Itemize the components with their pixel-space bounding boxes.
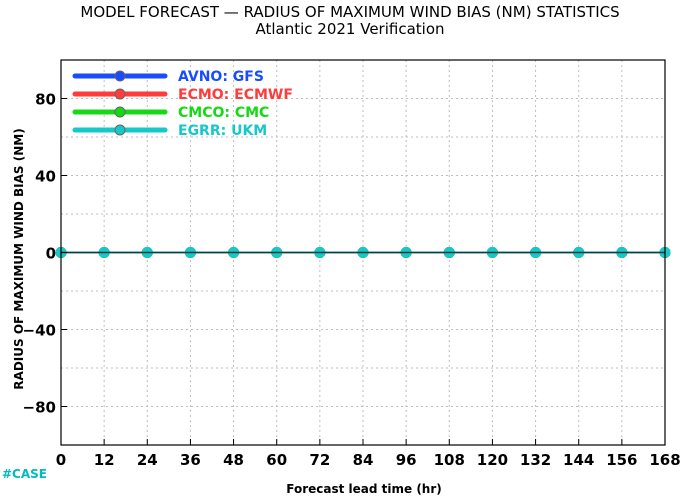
- x-tick-label: 108: [434, 451, 465, 469]
- legend-marker: [114, 70, 126, 82]
- axis-ticks: 0 12 24 36 48 60 72 84 96 108 120 132 144 156 168 80 40 0…: [23, 91, 681, 470]
- x-tick-label: 84: [353, 451, 374, 469]
- legend-marker: [114, 88, 126, 100]
- chart-subtitle: Atlantic 2021 Verification: [255, 20, 444, 38]
- x-tick-label: 12: [94, 451, 115, 469]
- y-axis-label: RADIUS OF MAXIMUM WIND BIAS (NM): [12, 128, 26, 389]
- grid: [61, 60, 665, 445]
- legend-marker: [114, 106, 126, 118]
- x-tick-label: 156: [606, 451, 637, 469]
- legend-label: AVNO: GFS: [178, 69, 264, 85]
- chart-title: MODEL FORECAST — RADIUS OF MAXIMUM WIND …: [80, 3, 619, 21]
- x-tick-label: 144: [563, 451, 594, 469]
- legend-label: CMCO: CMC: [178, 105, 269, 121]
- x-axis-label: Forecast lead time (hr): [286, 482, 442, 496]
- legend-label: EGRR: UKM: [178, 123, 267, 139]
- y-tick-label: −80: [23, 399, 56, 417]
- x-tick-label: 48: [223, 451, 244, 469]
- x-tick-label: 36: [180, 451, 201, 469]
- y-tick-label: 80: [35, 91, 56, 109]
- case-label: #CASE: [2, 467, 47, 481]
- legend-label: ECMO: ECMWF: [178, 87, 293, 103]
- y-tick-label: 0: [46, 245, 56, 263]
- x-tick-label: 132: [520, 451, 551, 469]
- x-tick-label: 120: [477, 451, 508, 469]
- x-tick-label: 168: [649, 451, 680, 469]
- x-tick-label: 24: [137, 451, 158, 469]
- y-tick-label: −40: [23, 322, 56, 340]
- series-layer: [55, 247, 671, 258]
- y-tick-label: 40: [35, 168, 56, 186]
- legend-marker: [114, 124, 126, 136]
- legend: AVNO: GFS ECMO: ECMWF CMCO: CMC EGRR: UKM: [72, 69, 293, 139]
- x-tick-label: 72: [309, 451, 330, 469]
- x-tick-label: 96: [396, 451, 417, 469]
- x-tick-label: 0: [56, 451, 66, 469]
- x-tick-label: 60: [266, 451, 287, 469]
